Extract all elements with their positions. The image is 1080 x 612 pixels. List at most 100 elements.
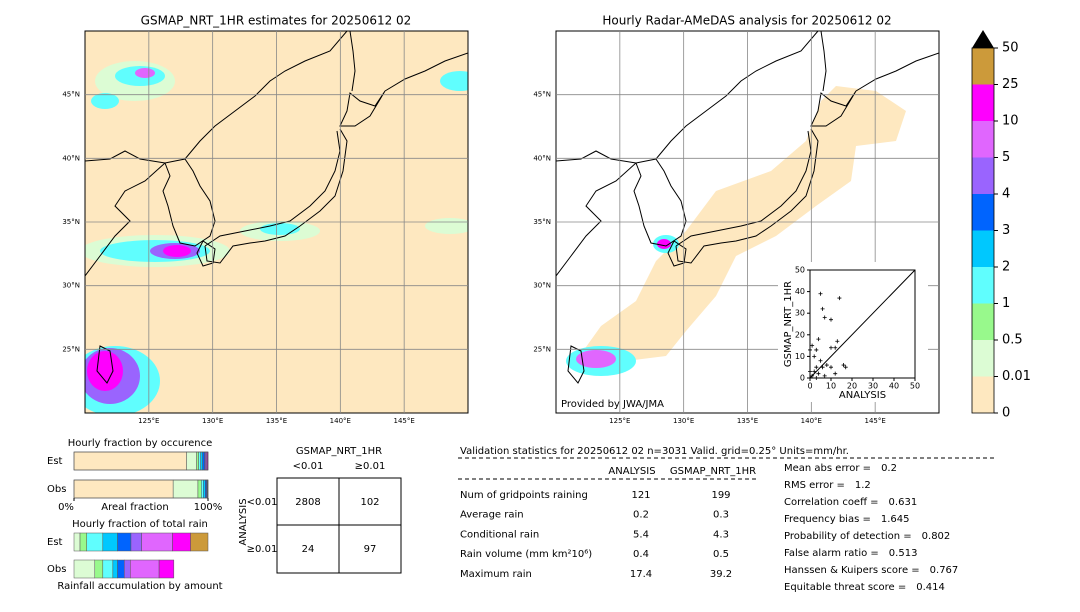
bar-segment [172,532,191,552]
chart-title: Hourly fraction of total rain [72,519,208,530]
colorbar-label: 1 [1002,296,1010,311]
scatter-point [833,371,838,376]
bar-frame [73,479,209,499]
table-title: GSMAP_NRT_1HR [296,446,382,457]
stat-value: 0.4 [633,549,649,560]
stat-value: 39.2 [710,569,732,580]
colorbar-segment [972,230,994,267]
chart-title: Hourly fraction by occurence [68,438,212,449]
table-cell: 24 [302,544,315,555]
scatter-point [814,365,819,370]
y-tick-label: 20 [795,330,805,339]
x-tick-label: 135°E [737,417,758,425]
x-tick-label: 130°E [673,417,694,425]
scatter-point [835,339,840,344]
scatter-point [816,337,821,342]
bar-segment [124,559,131,579]
colorbar-label: 2 [1002,260,1010,275]
stat-value: 17.4 [630,569,652,580]
bar-segment [186,451,197,471]
x-tick-label: 30 [868,382,878,391]
bar-segment [117,559,125,579]
scatter-point [822,315,827,320]
colorbar-label: 0.01 [1002,369,1031,384]
bar-segment [202,451,205,471]
colorbar-extend [972,30,994,48]
bar-segment [73,451,187,471]
colorbar-label: 3 [1002,223,1010,238]
stat-value: 0.5 [713,549,729,560]
x-tick-label: 140°E [330,417,351,425]
bar-segment [86,532,104,552]
x-tick-label: 0 [807,382,812,391]
diagonal [809,269,916,379]
scatter-point [810,373,815,378]
x-tick-label: 130°E [202,417,223,425]
category-label: Obs [47,564,66,575]
x-tick-label: 40 [889,382,899,391]
scatter-point [820,365,825,370]
score-value: 0.802 [922,531,951,542]
x-tick-label: 135°E [266,417,287,425]
scatter-point [824,363,829,368]
colorbar-segment [972,157,994,194]
bar-segment [130,559,160,579]
colorbar-segment [972,48,994,85]
y-tick-label: 25°N [533,345,551,353]
score-value: 1.2 [855,480,871,491]
stat-value: 199 [711,490,730,501]
bar-segment [158,559,175,579]
map-title: Hourly Radar-AMeDAS analysis for 2025061… [602,14,891,28]
bar-segment [73,559,96,579]
row-label: Average rain [460,510,524,521]
scatter-point [837,296,842,301]
bar-segment [203,479,206,499]
y-tick-label: 45°N [62,91,80,99]
scatter-point [808,347,812,352]
bar-segment [112,559,118,579]
y-tick-label: 0 [800,374,805,383]
scatter-point [818,358,823,363]
score-value: 0.414 [916,582,945,593]
bar-segment [102,559,114,579]
score-label: False alarm ratio = [784,548,879,559]
x-tick-label: 50 [910,382,920,391]
scatter-point [829,345,833,350]
column-label: ANALYSIS [608,466,655,477]
scatter-point [812,369,817,374]
score-value: 0.767 [930,565,959,576]
table-cell: 97 [364,544,377,555]
stat-value: 121 [631,490,650,501]
stat-value: 5.4 [633,529,649,540]
score-value: 0.2 [881,463,897,474]
scatter-point [814,376,819,380]
score-value: 0.513 [889,548,918,559]
y-tick-label: 40°N [533,154,551,162]
row-axis-label: ANALYSIS [238,498,249,545]
x-tick-label: 125°E [138,417,159,425]
score-value: 0.631 [889,497,918,508]
row-label: Num of gridpoints raining [460,490,588,501]
bar-segment [102,532,118,552]
bar-segment [141,532,173,552]
bar-segment [198,451,201,471]
bar-segment [196,451,199,471]
x-tick-label: 20 [847,382,857,391]
y-tick-label: 30°N [533,282,551,290]
row-label: <0.01 [247,497,278,508]
scatter-point [822,373,827,378]
scatter-point [843,365,848,370]
map-title: GSMAP_NRT_1HR estimates for 20250612 02 [141,14,412,28]
x-tick-label: 145°E [394,417,415,425]
column-label: ≥0.01 [355,461,386,472]
table-cell: 102 [360,497,379,508]
bar-segment [73,532,81,552]
x-axis-label: ANALYSIS [839,390,886,401]
x-tick-label: 10 [826,382,836,391]
x-axis-label: Rainfall accumulation by amount [57,581,222,592]
y-tick-label: 25°N [62,345,80,353]
category-label: Est [47,456,63,467]
colorbar-label: 10 [1002,114,1019,129]
colorbar-segment [972,340,994,377]
category-label: Est [47,537,63,548]
